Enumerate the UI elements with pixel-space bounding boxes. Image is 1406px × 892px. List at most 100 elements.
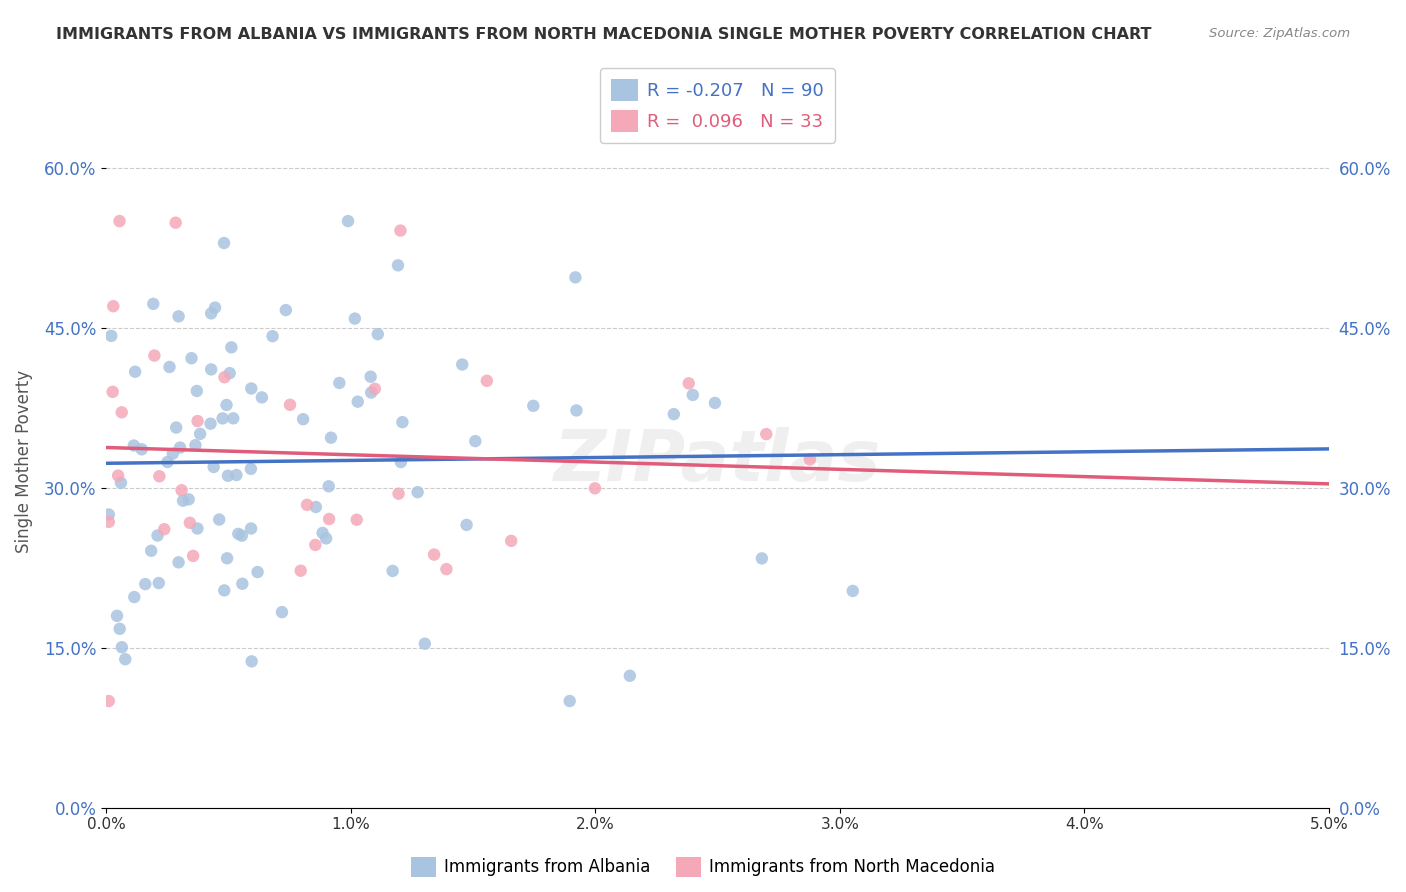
Point [217, 468, 239, 483]
Point [124, 365, 146, 379]
Point [156, 455, 179, 469]
Point [423, 548, 446, 562]
Point [436, 562, 458, 576]
Point [202, 460, 225, 475]
Point [565, 403, 588, 417]
Point [239, 462, 262, 476]
Point [97, 515, 120, 529]
Point [148, 469, 170, 483]
Point [318, 479, 340, 493]
Point [304, 538, 326, 552]
Point [200, 417, 222, 431]
Point [274, 303, 297, 318]
Point [141, 543, 163, 558]
Point [108, 214, 131, 228]
Point [110, 475, 132, 490]
Point [682, 388, 704, 402]
Point [475, 374, 498, 388]
Point [295, 498, 318, 512]
Point [153, 522, 176, 536]
Legend: Immigrants from Albania, Immigrants from North Macedonia: Immigrants from Albania, Immigrants from… [405, 850, 1001, 884]
Point [262, 329, 284, 343]
Point [240, 382, 263, 396]
Point [212, 235, 235, 250]
Point [165, 420, 187, 434]
Point [169, 441, 191, 455]
Point [108, 622, 131, 636]
Point [564, 270, 586, 285]
Point [240, 654, 263, 668]
Point [211, 411, 233, 425]
Point [124, 590, 146, 604]
Point [501, 533, 523, 548]
Point [172, 493, 194, 508]
Point [619, 669, 641, 683]
Point [134, 577, 156, 591]
Point [101, 384, 124, 399]
Point [97, 508, 120, 522]
Point [751, 551, 773, 566]
Point [167, 555, 190, 569]
Point [111, 640, 134, 655]
Point [318, 512, 340, 526]
Point [387, 258, 409, 272]
Point [105, 608, 128, 623]
Text: ZIPatlas: ZIPatlas [554, 426, 882, 496]
Point [170, 483, 193, 498]
Point [167, 310, 190, 324]
Point [799, 452, 821, 467]
Point [290, 564, 312, 578]
Point [114, 652, 136, 666]
Point [103, 299, 125, 313]
Point [381, 564, 404, 578]
Point [148, 576, 170, 591]
Point [187, 414, 209, 428]
Point [225, 468, 247, 483]
Point [367, 327, 389, 342]
Point [181, 549, 204, 563]
Point [451, 358, 474, 372]
Point [222, 411, 245, 425]
Point [177, 492, 200, 507]
Point [387, 486, 409, 500]
Point [346, 394, 368, 409]
Point [413, 637, 436, 651]
Point [204, 301, 226, 315]
Point [343, 311, 366, 326]
Point [328, 376, 350, 390]
Point [842, 583, 865, 598]
Point [142, 297, 165, 311]
Point [337, 214, 360, 228]
Point [703, 396, 725, 410]
Y-axis label: Single Mother Poverty: Single Mother Poverty [15, 369, 32, 553]
Point [100, 329, 122, 343]
Point [180, 351, 202, 366]
Point [215, 398, 238, 412]
Point [122, 438, 145, 452]
Point [678, 376, 700, 391]
Point [311, 525, 333, 540]
Point [165, 216, 187, 230]
Point [221, 340, 243, 354]
Point [208, 512, 231, 526]
Point [200, 306, 222, 320]
Point [186, 384, 208, 398]
Point [305, 500, 328, 514]
Point [271, 605, 294, 619]
Point [360, 385, 382, 400]
Point [179, 516, 201, 530]
Point [188, 426, 211, 441]
Point [107, 468, 129, 483]
Point [360, 369, 382, 384]
Text: IMMIGRANTS FROM ALBANIA VS IMMIGRANTS FROM NORTH MACEDONIA SINGLE MOTHER POVERTY: IMMIGRANTS FROM ALBANIA VS IMMIGRANTS FR… [56, 27, 1152, 42]
Point [364, 382, 387, 396]
Point [186, 521, 208, 535]
Point [159, 359, 181, 374]
Point [319, 431, 342, 445]
Point [389, 455, 412, 469]
Point [250, 391, 273, 405]
Legend: R = -0.207   N = 90, R =  0.096   N = 33: R = -0.207 N = 90, R = 0.096 N = 33 [600, 68, 835, 143]
Point [217, 551, 239, 566]
Point [456, 517, 478, 532]
Point [558, 694, 581, 708]
